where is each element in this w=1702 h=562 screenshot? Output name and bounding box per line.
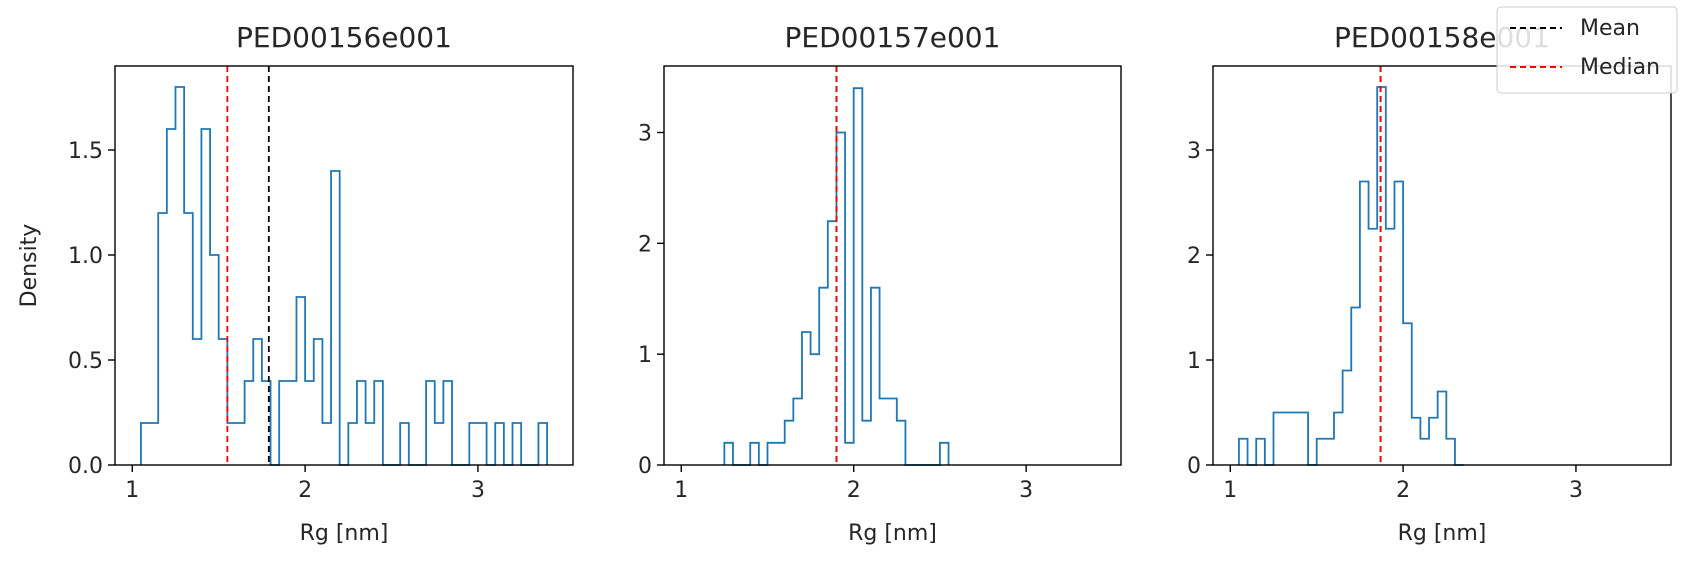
y-tick-label-2-0: 0 [638,454,652,479]
x-axis-label-1: Rg [nm] [300,521,389,546]
axes-frame-3 [1212,65,1672,466]
y-tick-label-3-0: 0 [1187,454,1201,479]
y-tick-label-2-1: 1 [638,343,652,368]
legend: Mean Median [1496,6,1678,94]
x-tick-label-1-3: 3 [471,478,485,503]
x-tick-label-2-2: 2 [847,478,861,503]
subplot-title-1: PED00156e001 [236,21,452,54]
subplot-1: 1 2 3 0.0 0.5 1.0 1.5 PED00156e001 Rg [nm] Densit… [17,21,574,546]
x-tick-label-1-1: 1 [125,478,139,503]
y-tick-label-2-3: 3 [638,122,652,147]
x-tick-label-3-1: 1 [1223,478,1237,503]
y-tick-label-1-0: 0.0 [68,454,103,479]
y-tick-label-3-1: 1 [1187,349,1201,374]
x-tick-label-3-2: 2 [1396,478,1410,503]
axes-frame-1 [114,65,574,466]
y-tick-label-1-2: 1.0 [68,244,103,269]
y-tick-label-3-2: 2 [1187,244,1201,269]
x-tick-label-2-1: 1 [674,478,688,503]
subplot-panels: 1 2 3 0.0 0.5 1.0 1.5 PED00156e001 Rg [nm] Densit… [17,21,1672,546]
y-tick-label-1-3: 1.5 [68,139,103,164]
y-tick-label-1-1: 0.5 [68,349,103,374]
y-tick-label-2-2: 2 [638,232,652,257]
x-axis-label-3: Rg [nm] [1398,521,1487,546]
histogram-step-1 [140,86,548,466]
histogram-step-3 [1238,86,1464,466]
x-tick-label-1-2: 2 [298,478,312,503]
x-tick-label-2-3: 3 [1019,478,1033,503]
legend-mean-label: Mean [1580,16,1640,41]
x-tick-label-3-3: 3 [1569,478,1583,503]
y-tick-label-3-3: 3 [1187,139,1201,164]
y-axis-label-1: Density [17,224,42,308]
histogram-step-2 [723,87,950,466]
subplot-title-2: PED00157e001 [785,21,1001,54]
x-axis-label-2: Rg [nm] [848,521,937,546]
legend-median-label: Median [1580,55,1660,80]
axes-frame-2 [663,65,1122,466]
